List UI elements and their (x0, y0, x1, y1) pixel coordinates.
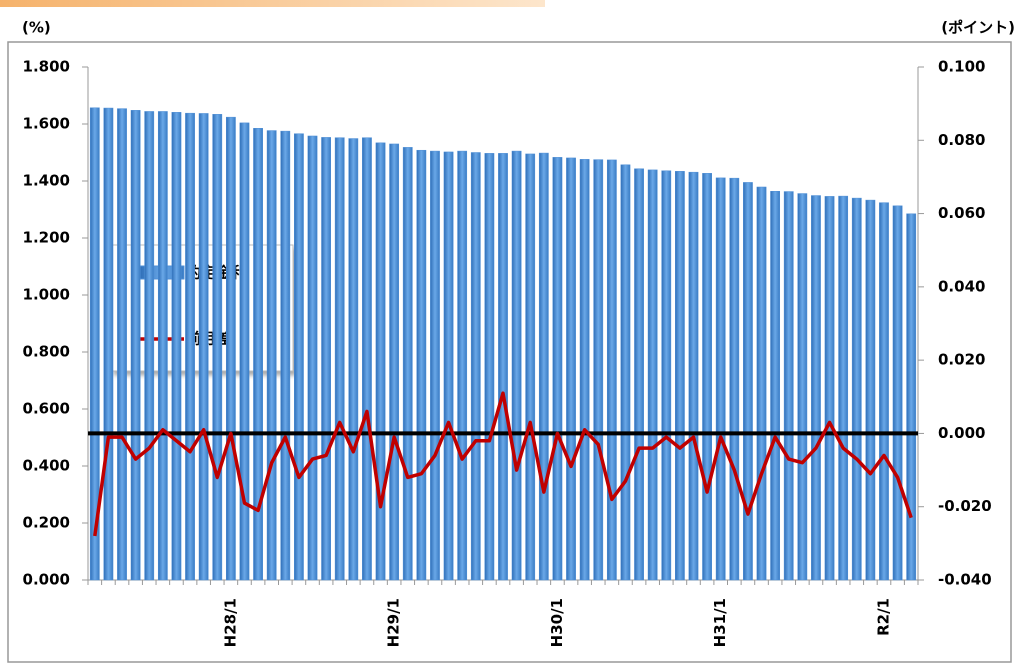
y2-tick-label: 0.080 (938, 131, 985, 149)
y-tick-label: 1.800 (23, 58, 70, 76)
bar (593, 159, 604, 581)
bar (402, 147, 413, 581)
bar (280, 130, 291, 581)
y-tick-label: 0.400 (23, 457, 70, 475)
x-tick-label: H30/1 (548, 598, 566, 647)
bar (566, 157, 576, 581)
bar (430, 150, 440, 581)
bar (117, 108, 127, 581)
bar (865, 199, 876, 581)
bar (307, 135, 318, 581)
bar (906, 213, 917, 581)
bar (144, 111, 155, 581)
y2-tick-label: 0.020 (938, 351, 985, 369)
bar (130, 110, 141, 581)
bar (348, 138, 359, 581)
bar (103, 107, 114, 581)
bar (824, 196, 835, 581)
bar (416, 149, 427, 581)
bar (253, 128, 263, 581)
header-band (0, 0, 545, 7)
bar (225, 116, 236, 581)
bar (675, 171, 685, 581)
bar (756, 186, 767, 581)
bar (470, 152, 481, 581)
bar (538, 152, 549, 581)
bar (266, 130, 277, 581)
y2-tick-label: 0.040 (938, 277, 985, 295)
bar (811, 195, 821, 581)
y-tick-label: 1.600 (23, 115, 70, 133)
bar (157, 111, 168, 581)
bar (321, 137, 331, 581)
y2-tick-label: -0.040 (938, 571, 992, 589)
bar (484, 153, 495, 581)
bar (552, 157, 563, 581)
bar (702, 173, 712, 581)
bar (879, 202, 889, 581)
bar (389, 143, 400, 581)
bar (443, 151, 454, 581)
bar (457, 150, 468, 581)
bar (770, 191, 781, 581)
bar (797, 193, 808, 581)
bar (892, 205, 903, 581)
bar (579, 159, 590, 581)
y-tick-label: 0.800 (23, 343, 70, 361)
y2-tick-label: 0.100 (938, 58, 985, 76)
y2-axis-label: (ポイント) (941, 19, 1015, 37)
bar (525, 153, 536, 581)
bar (198, 113, 209, 581)
bar (715, 177, 726, 581)
bar (647, 169, 658, 581)
bar (294, 133, 304, 581)
bar (606, 159, 617, 581)
y-tick-label: 0.000 (23, 571, 70, 589)
bar (171, 112, 182, 581)
bar (743, 182, 753, 581)
line (93, 391, 913, 537)
y-tick-label: 1.400 (23, 172, 70, 190)
bar (688, 171, 699, 581)
y-tick-label: 1.200 (23, 229, 70, 247)
bar (661, 170, 672, 581)
bar (239, 122, 250, 581)
bar (851, 197, 862, 581)
bar (362, 137, 372, 581)
y-tick-label: 0.200 (23, 514, 70, 532)
x-tick-label: H29/1 (385, 598, 403, 647)
y2-tick-label: -0.020 (938, 497, 992, 515)
bar (620, 164, 631, 581)
bar (185, 112, 195, 581)
x-tick-label: H28/1 (221, 598, 239, 647)
x-tick-label: H31/1 (711, 598, 729, 647)
y-tick-label: 0.600 (23, 400, 70, 418)
bar (212, 114, 223, 581)
bar (334, 137, 345, 581)
y2-tick-label: 0.000 (938, 424, 985, 442)
bar (511, 150, 522, 581)
bar (838, 195, 849, 581)
y-axis-label: (%) (22, 19, 51, 37)
bar (375, 142, 386, 581)
bar (729, 177, 740, 581)
y-tick-label: 1.000 (23, 286, 70, 304)
bar (89, 107, 100, 581)
x-tick-label: R2/1 (874, 598, 892, 636)
y2-tick-label: 0.060 (938, 204, 985, 222)
bar (634, 168, 644, 581)
chart-frame (7, 41, 1012, 663)
bar (498, 153, 508, 581)
bar (783, 191, 794, 581)
